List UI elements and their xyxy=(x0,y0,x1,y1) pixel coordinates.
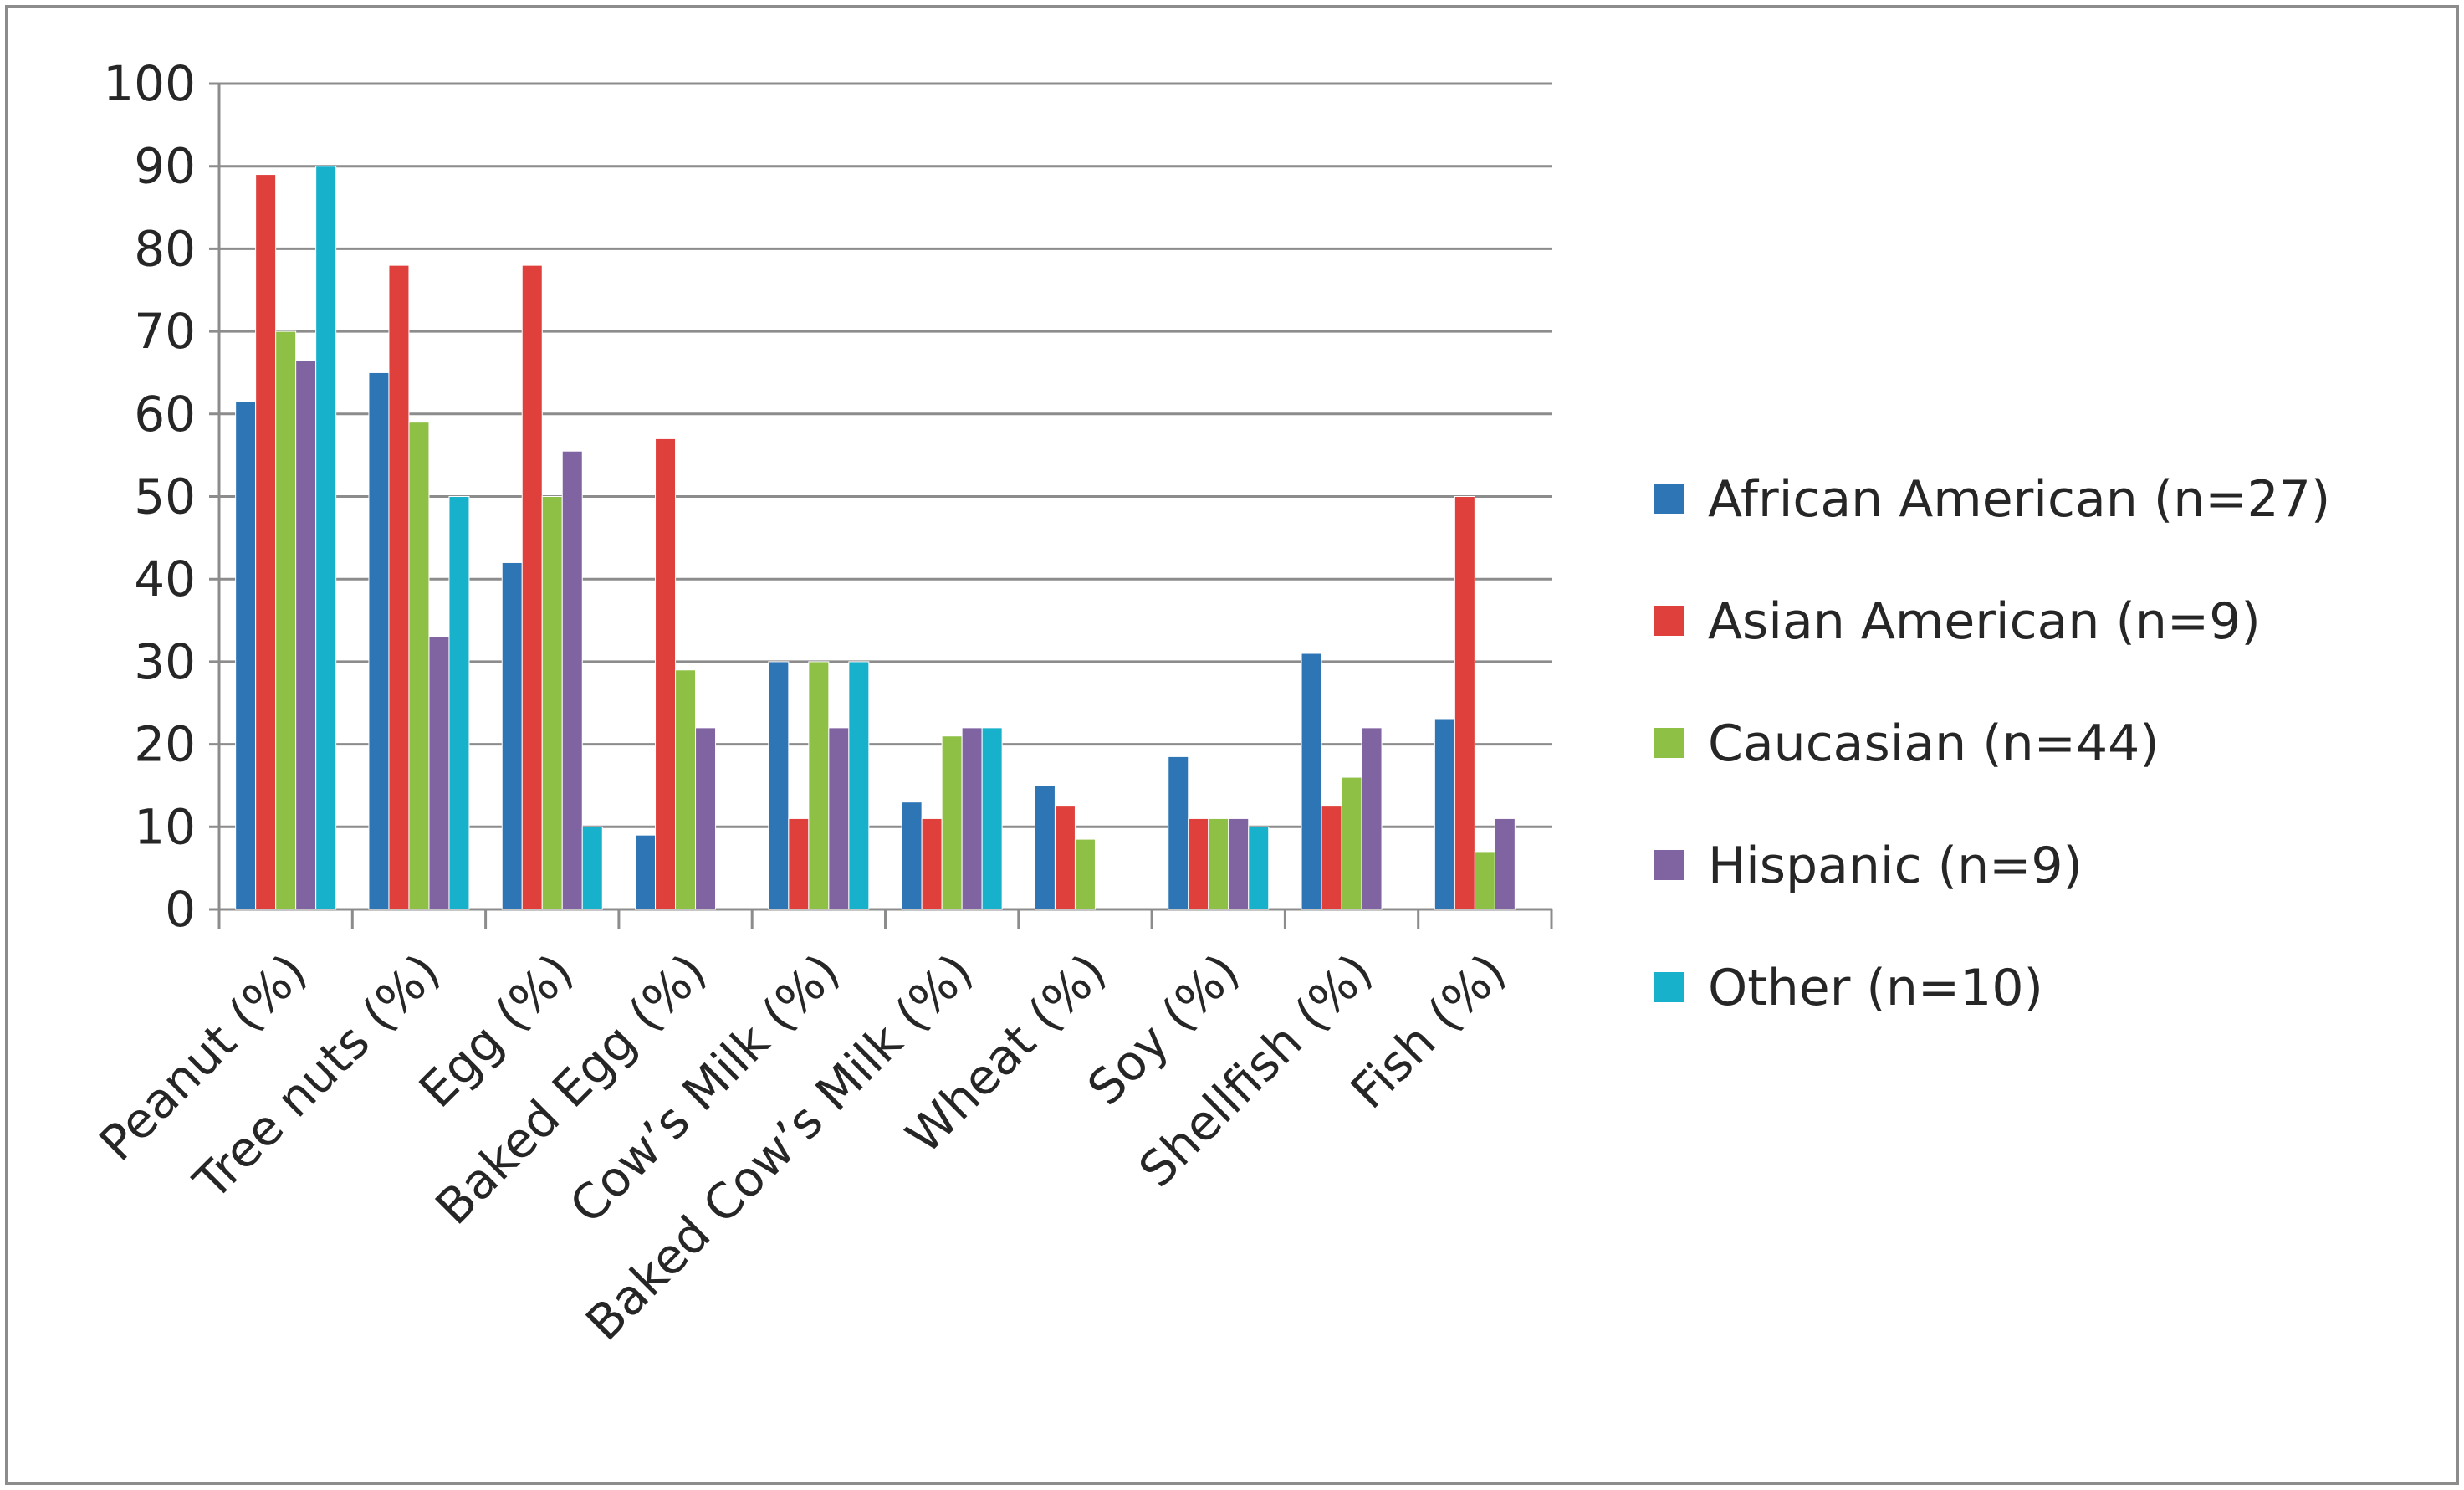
bar-5-series-2 xyxy=(788,817,810,910)
legend: African American (n=27) Asian American (n… xyxy=(1654,470,2330,1017)
y-tick-label: 80 xyxy=(134,220,196,277)
bar-6-series-4 xyxy=(961,727,983,910)
legend-swatch-1 xyxy=(1654,484,1684,514)
bar-3-series-5 xyxy=(581,826,603,910)
bar-1-series-4 xyxy=(295,360,317,910)
bar-9-series-2 xyxy=(1321,806,1342,910)
bar-4-series-3 xyxy=(675,669,697,910)
legend-label-5: Other (n=10) xyxy=(1708,959,2043,1017)
bar-6-series-3 xyxy=(941,735,963,910)
bar-9-series-3 xyxy=(1341,776,1362,910)
legend-label-2: Asian American (n=9) xyxy=(1708,592,2261,651)
bar-10-series-3 xyxy=(1474,851,1495,910)
bar-3-series-4 xyxy=(561,450,583,910)
bar-6-series-5 xyxy=(981,727,1003,910)
legend-swatch-2 xyxy=(1654,606,1684,636)
legend-swatch-4 xyxy=(1654,850,1684,880)
bar-2-series-2 xyxy=(388,264,410,910)
bar-4-series-2 xyxy=(655,438,677,910)
bar-7-series-1 xyxy=(1034,785,1056,910)
bar-10-series-2 xyxy=(1454,496,1475,910)
y-tick-label: 20 xyxy=(134,716,196,773)
legend-label-4: Hispanic (n=9) xyxy=(1708,837,2083,895)
bar-8-series-5 xyxy=(1248,826,1270,910)
bar-8-series-3 xyxy=(1208,817,1229,910)
bar-7-series-3 xyxy=(1074,838,1096,910)
legend-label-1: African American (n=27) xyxy=(1708,470,2330,529)
legend-label-3: Caucasian (n=44) xyxy=(1708,714,2160,773)
bar-5-series-3 xyxy=(808,661,830,910)
bar-5-series-4 xyxy=(828,727,850,910)
bar-4-series-1 xyxy=(635,834,657,910)
bar-2-series-3 xyxy=(408,422,430,910)
bar-7-series-2 xyxy=(1054,806,1076,910)
y-tick-label: 10 xyxy=(134,798,196,855)
bar-6-series-1 xyxy=(901,801,923,910)
bar-9-series-4 xyxy=(1361,727,1383,910)
y-tick-label: 40 xyxy=(134,550,196,607)
bar-8-series-2 xyxy=(1188,817,1209,910)
bar-5-series-5 xyxy=(848,661,870,910)
bar-3-series-2 xyxy=(521,264,543,910)
bar-4-series-4 xyxy=(695,727,717,910)
bars xyxy=(235,166,1516,910)
legend-swatch-3 xyxy=(1654,728,1684,758)
y-axis-ticks: 0 10 20 30 40 50 60 70 80 90 100 xyxy=(103,55,196,938)
y-tick-label: 60 xyxy=(134,386,196,443)
bar-5-series-1 xyxy=(768,661,790,910)
y-tick-label: 90 xyxy=(134,138,196,195)
bar-8-series-1 xyxy=(1168,755,1189,910)
bar-10-series-4 xyxy=(1494,817,1516,910)
y-tick-label: 50 xyxy=(134,469,196,525)
bar-1-series-1 xyxy=(235,401,257,910)
bar-2-series-1 xyxy=(368,371,390,910)
legend-swatch-5 xyxy=(1654,972,1684,1002)
bar-1-series-5 xyxy=(315,166,337,910)
bar-8-series-4 xyxy=(1228,817,1250,910)
bar-1-series-3 xyxy=(275,330,297,910)
bar-1-series-2 xyxy=(255,174,277,910)
bar-2-series-5 xyxy=(448,496,470,910)
bar-3-series-3 xyxy=(541,496,563,910)
bar-2-series-4 xyxy=(428,636,450,910)
y-tick-label: 70 xyxy=(134,303,196,360)
y-tick-label: 100 xyxy=(103,55,196,112)
y-tick-label: 30 xyxy=(134,633,196,690)
y-tick-label: 0 xyxy=(165,881,196,938)
bar-3-series-1 xyxy=(501,561,523,910)
bar-9-series-1 xyxy=(1301,653,1322,910)
bar-10-series-1 xyxy=(1434,719,1455,910)
bar-6-series-2 xyxy=(921,817,943,910)
